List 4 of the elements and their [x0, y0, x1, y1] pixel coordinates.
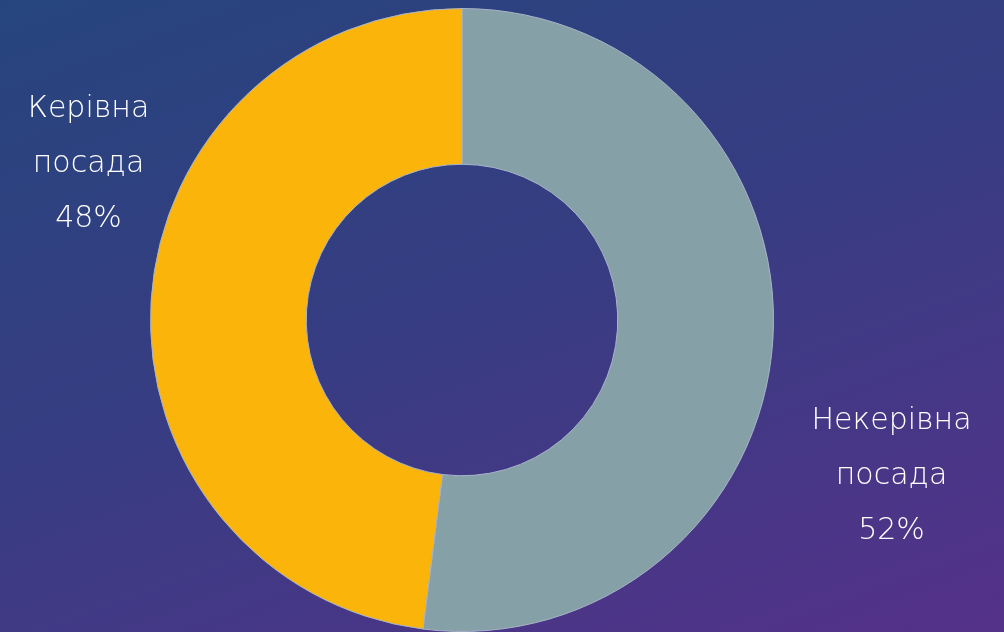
data-label: 52% [858, 510, 925, 546]
slice-label: Керівна посада [27, 89, 150, 180]
slice-label: Некерівна посада [811, 400, 972, 491]
data-label: 48% [55, 199, 122, 235]
